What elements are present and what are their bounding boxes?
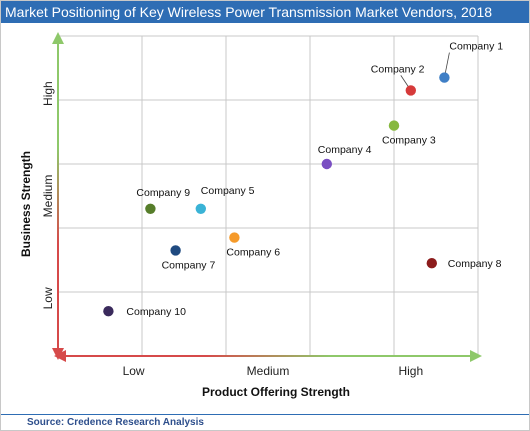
company-4-label: Company 4 xyxy=(318,144,372,156)
company-4-point xyxy=(321,158,332,170)
company-8-label: Company 8 xyxy=(448,258,502,270)
x-tick-label-low: Low xyxy=(123,364,145,378)
company-3-label: Company 3 xyxy=(382,135,436,147)
company-1-label: Company 1 xyxy=(449,41,503,53)
source-note: Source: Credence Research Analysis xyxy=(1,414,529,430)
x-axis-line xyxy=(58,355,478,357)
x-tick-label-high: High xyxy=(398,364,423,378)
y-axis-title: Business Strength xyxy=(19,151,33,257)
company-5-label: Company 5 xyxy=(201,185,255,197)
company-6-label: Company 6 xyxy=(226,247,280,259)
y-axis-arrow-down xyxy=(52,348,64,360)
y-axis-arrow-up xyxy=(52,32,64,44)
company-8-point xyxy=(426,258,437,269)
company-1-point xyxy=(439,72,450,83)
company-2-label: Company 2 xyxy=(371,63,425,75)
company-10-point xyxy=(103,306,114,317)
company-3-point xyxy=(388,120,400,131)
tick-labels: Low Medium High Low Medium High xyxy=(41,81,423,378)
chart-title: Market Positioning of Key Wireless Power… xyxy=(1,1,529,23)
company-5-point xyxy=(195,203,206,214)
y-axis-line xyxy=(57,36,59,356)
company-6-point xyxy=(229,232,240,243)
x-axis-title: Product Offering Strength xyxy=(202,385,350,399)
y-tick-label-low: Low xyxy=(41,287,55,309)
company-7-point xyxy=(170,245,181,256)
company-9-label: Company 9 xyxy=(136,187,190,199)
y-tick-label-high: High xyxy=(41,81,55,106)
data-points: Company 1 Company 2 Company 3 Company 4 Comp… xyxy=(103,41,503,318)
grid-lines xyxy=(58,35,479,356)
x-axis-arrow-right xyxy=(470,350,482,362)
y-tick-label-medium: Medium xyxy=(41,175,55,218)
company-7-label: Company 7 xyxy=(162,259,216,271)
company-10-label: Company 10 xyxy=(126,306,186,318)
company-2-point xyxy=(405,85,416,96)
company-9-point xyxy=(145,203,156,214)
x-tick-label-medium: Medium xyxy=(247,364,290,378)
axes xyxy=(52,32,482,362)
